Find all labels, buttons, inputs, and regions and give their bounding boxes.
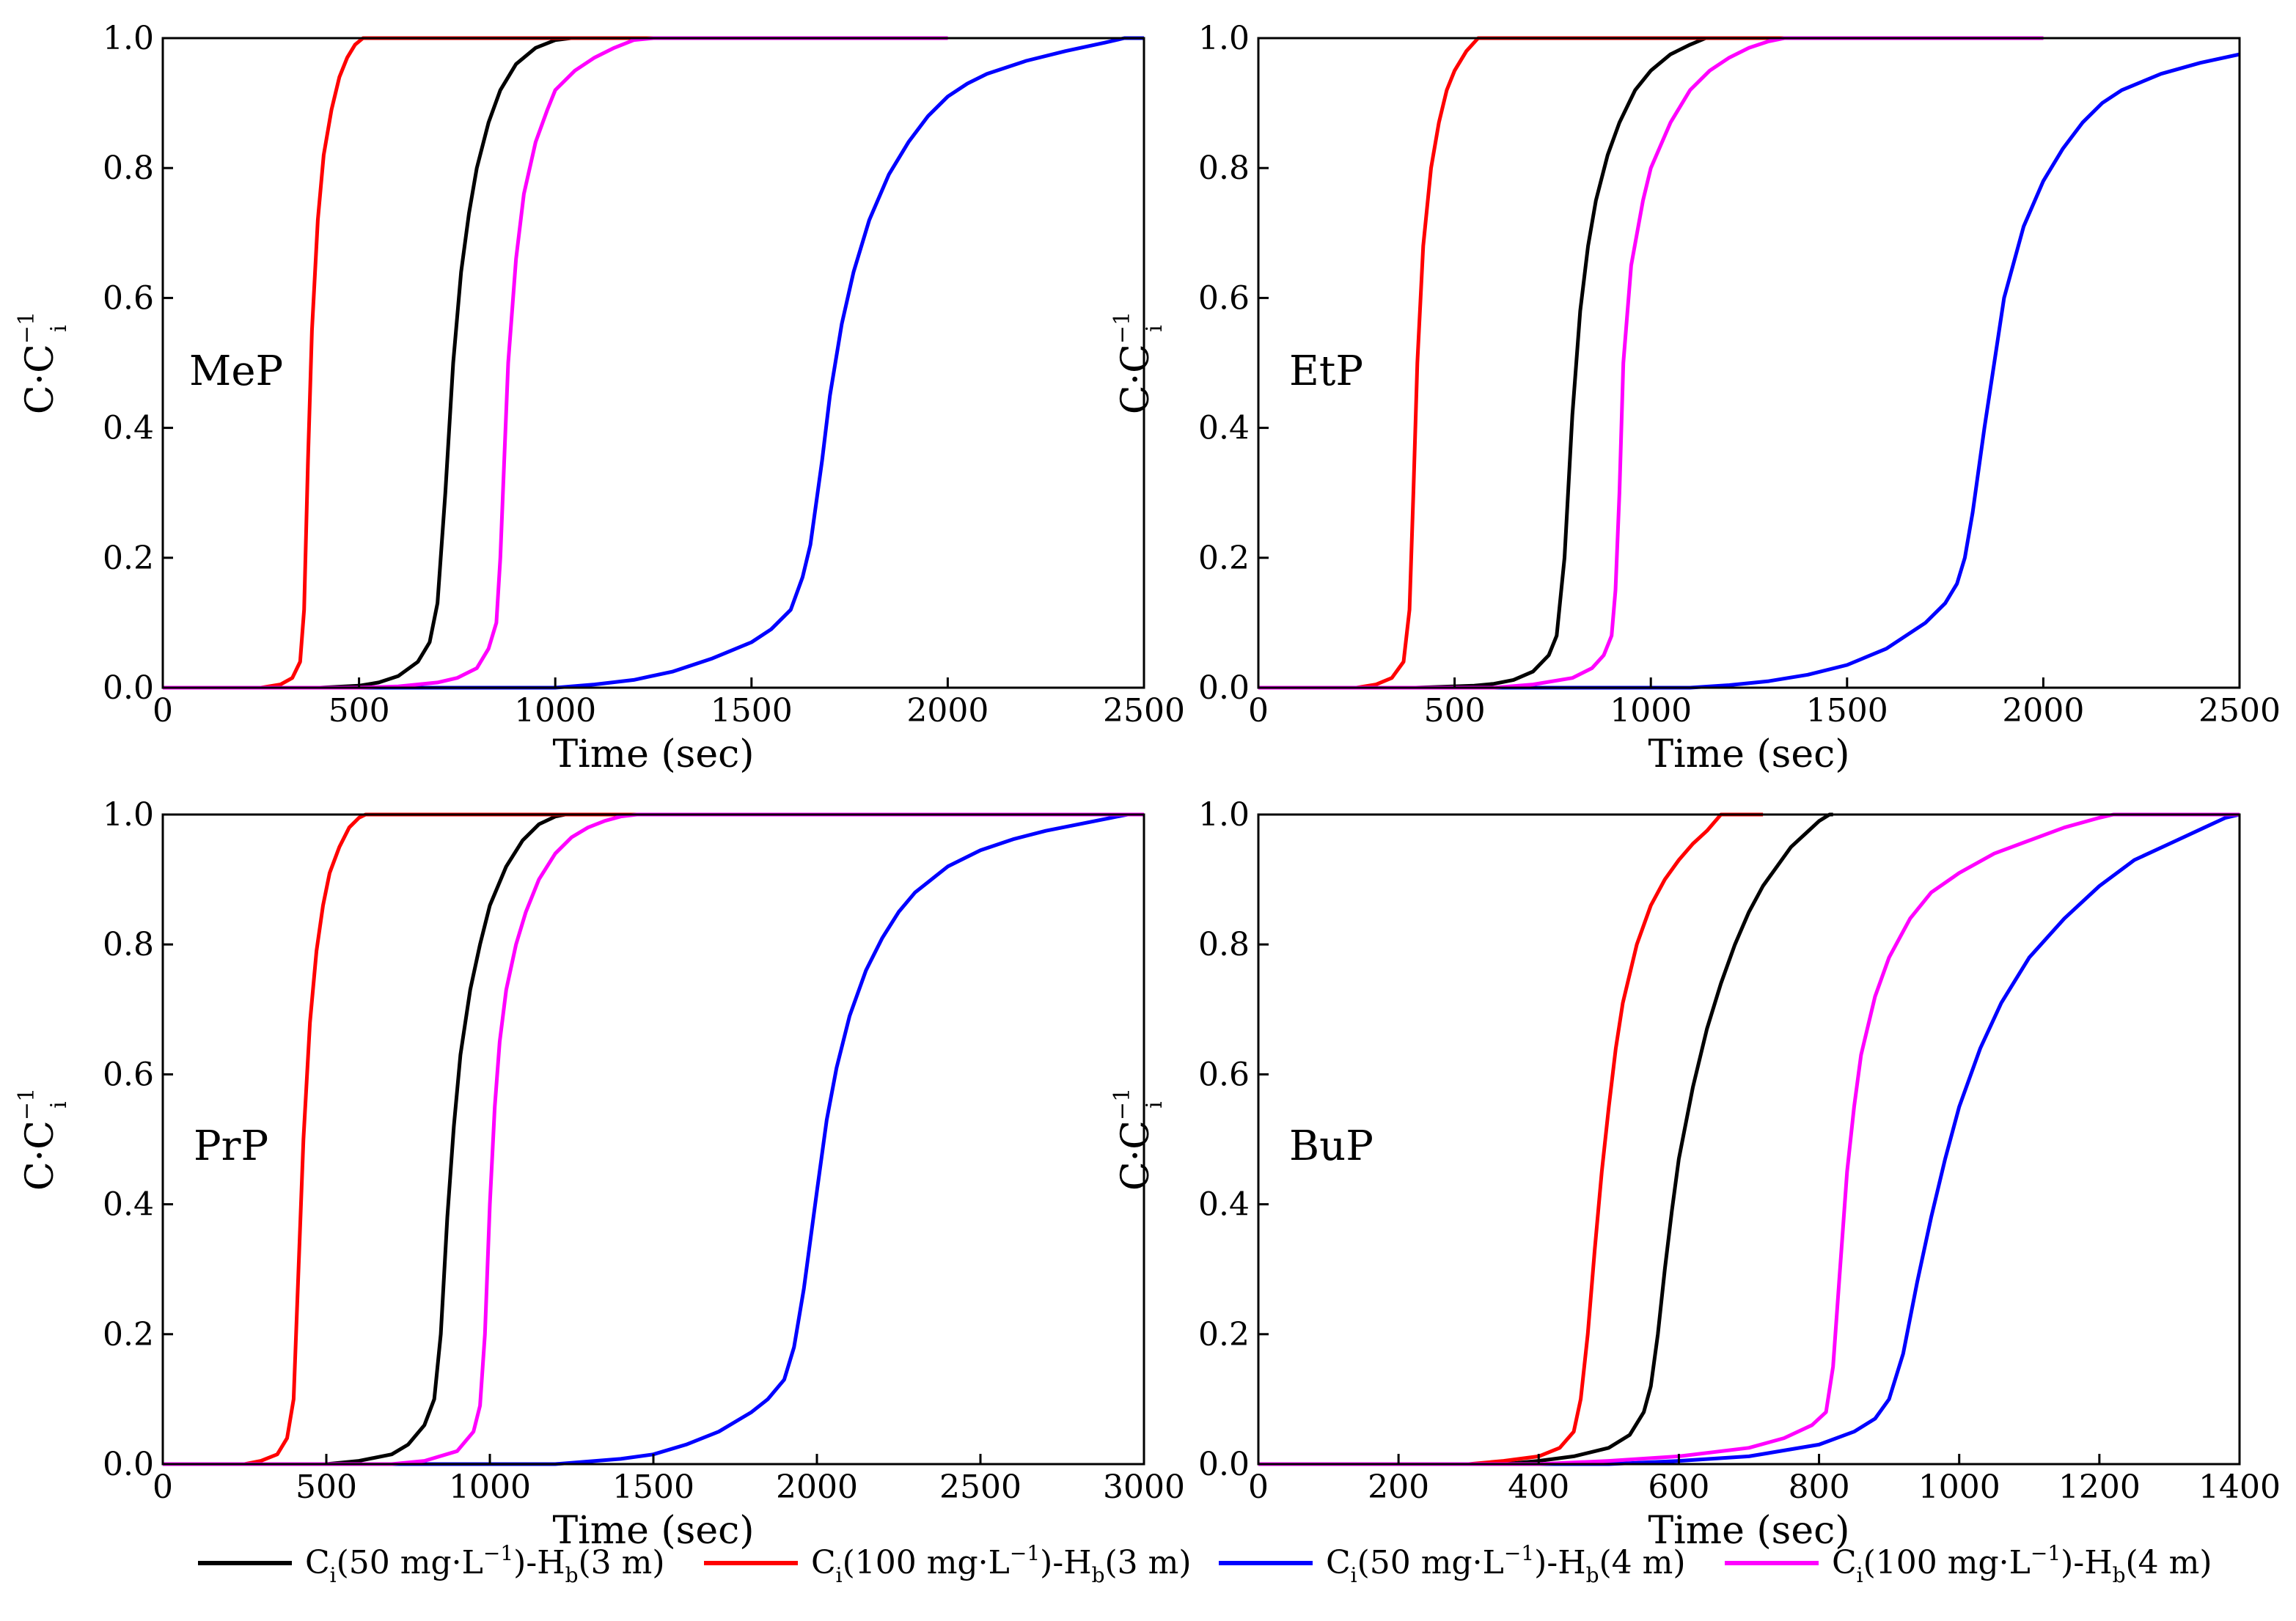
x-tick-label: 2500 [1103, 692, 1185, 729]
x-tick-label: 500 [1424, 692, 1486, 729]
x-tick-label: 600 [1648, 1469, 1709, 1506]
y-tick-label: 0.4 [103, 1186, 154, 1224]
x-tick-label: 1000 [449, 1469, 531, 1506]
y-tick-label: 0.2 [1198, 1316, 1250, 1353]
y-tick-label: 1.0 [103, 20, 154, 57]
series-line-3 [163, 36, 948, 690]
series-line-2 [163, 36, 1144, 690]
legend-label: Ci(50 mg·L−1)-Hb(4 m) [1326, 1541, 1686, 1587]
legend-label: Ci(100 mg·L−1)-Hb(4 m) [1832, 1541, 2212, 1587]
y-axis-label: C·C−1 i [14, 312, 72, 414]
legend-label: Ci(50 mg·L−1)-Hb(3 m) [305, 1541, 665, 1587]
chart-panel-mep: 0 500 1000 1500 2000 2500 0.0 0.2 0.4 0.6 0.8 1.0 Ti… [14, 20, 1185, 776]
series-line-2 [1258, 52, 2240, 690]
y-tick-label: 0.6 [1198, 1056, 1250, 1093]
y-tick-label: 0.6 [1198, 279, 1250, 317]
legend: Ci(50 mg·L−1)-Hb(3 m) Ci(100 mg·L−1)-Hb(3… [198, 1541, 2212, 1587]
x-tick-label: 1500 [1806, 692, 1888, 729]
series-line-0 [1258, 36, 1730, 690]
x-tick-label: 1500 [612, 1469, 694, 1506]
x-axis-label: Time (sec) [1648, 1509, 1849, 1553]
plot-frame [161, 813, 1145, 1466]
y-tick-label: 1.0 [1198, 796, 1250, 834]
x-tick-label: 0 [153, 692, 173, 729]
x-axis-label: Time (sec) [552, 732, 754, 776]
x-axis-label: Time (sec) [1648, 732, 1849, 776]
x-tick-label: 3000 [1103, 1469, 1185, 1506]
x-axis-label: Time (sec) [552, 1509, 754, 1553]
y-tick-label: 0.2 [103, 1316, 154, 1353]
y-tick-label: 0.6 [103, 1056, 154, 1093]
y-tick-label: 0.6 [103, 279, 154, 317]
series-line-2 [1258, 812, 2240, 1466]
x-tick-label: 1000 [514, 692, 596, 729]
series-line-1 [1258, 36, 2044, 690]
chart-panel-bup: 0 200 400 600 800 1000 1200 1400 0.0 0.2 0.4 0.6 0.8… [1110, 796, 2281, 1553]
panel-label: BuP [1289, 1122, 1373, 1170]
x-tick-label: 1500 [711, 692, 793, 729]
y-tick-label: 0.8 [1198, 150, 1250, 187]
x-tick-label: 2000 [776, 1469, 858, 1506]
y-axis-label: C·C−1 i [1110, 1088, 1167, 1191]
series-line-2 [163, 812, 1144, 1466]
y-axis-label: C·C−1 i [1110, 312, 1167, 414]
chart-panel-prp: 0 500 1000 1500 2000 2500 3000 0.0 0.2 0.4 0.6 0.8 1… [14, 796, 1185, 1553]
y-tick-label: 0.4 [1198, 410, 1250, 447]
series-line-0 [163, 36, 595, 690]
x-tick-label: 1400 [2198, 1469, 2281, 1506]
y-tick-label: 0.0 [1198, 1446, 1250, 1483]
y-tick-label: 0.4 [1198, 1186, 1250, 1224]
legend-item-0: Ci(50 mg·L−1)-Hb(3 m) [198, 1541, 665, 1587]
x-tick-label: 2500 [939, 1469, 1022, 1506]
y-tick-label: 0.4 [103, 410, 154, 447]
x-tick-label: 400 [1508, 1469, 1569, 1506]
y-tick-label: 0.8 [103, 150, 154, 187]
series-line-0 [163, 812, 588, 1466]
y-tick-label: 0.0 [103, 669, 154, 707]
x-tick-label: 1000 [1610, 692, 1692, 729]
y-tick-label: 0.8 [1198, 926, 1250, 963]
series-line-1 [163, 36, 948, 690]
x-tick-label: 1200 [2058, 1469, 2141, 1506]
y-axis-label: C·C−1 i [14, 1088, 72, 1191]
plot-frame [1257, 37, 2241, 689]
y-tick-label: 1.0 [1198, 20, 1250, 57]
panel-label: PrP [194, 1122, 268, 1170]
legend-item-3: Ci(100 mg·L−1)-Hb(4 m) [1725, 1541, 2212, 1587]
series-line-3 [163, 812, 1144, 1466]
x-tick-label: 200 [1368, 1469, 1429, 1506]
legend-item-2: Ci(50 mg·L−1)-Hb(4 m) [1219, 1541, 1686, 1587]
y-tick-label: 1.0 [103, 796, 154, 834]
legend-label: Ci(100 mg·L−1)-Hb(3 m) [811, 1541, 1192, 1587]
y-tick-label: 0.0 [1198, 669, 1250, 707]
series-line-0 [1258, 812, 1833, 1466]
series-line-3 [1258, 812, 2240, 1466]
y-tick-label: 0.2 [1198, 540, 1250, 577]
x-tick-label: 1000 [1918, 1469, 2000, 1506]
y-tick-label: 0.8 [103, 926, 154, 963]
series-line-1 [163, 812, 1144, 1466]
legend-item-1: Ci(100 mg·L−1)-Hb(3 m) [704, 1541, 1192, 1587]
x-tick-label: 500 [296, 1469, 357, 1506]
x-tick-label: 500 [329, 692, 390, 729]
chart-panel-etp: 0 500 1000 1500 2000 2500 0.0 0.2 0.4 0.6 0.8 1.0 Ti… [1110, 20, 2281, 776]
x-tick-label: 0 [1248, 692, 1269, 729]
x-tick-label: 2500 [2198, 692, 2281, 729]
plot-frame [1257, 813, 2241, 1466]
series-line-3 [1258, 36, 2044, 690]
plot-frame [161, 37, 1145, 689]
x-tick-label: 2000 [2002, 692, 2084, 729]
y-tick-label: 0.0 [103, 1446, 154, 1483]
x-tick-label: 2000 [906, 692, 989, 729]
y-tick-label: 0.2 [103, 540, 154, 577]
panel-label: MeP [189, 348, 283, 395]
x-tick-label: 0 [1248, 1469, 1269, 1506]
series-line-1 [1258, 812, 1764, 1466]
x-tick-label: 0 [153, 1469, 173, 1506]
x-tick-label: 800 [1789, 1469, 1850, 1506]
panel-label: EtP [1289, 348, 1363, 395]
